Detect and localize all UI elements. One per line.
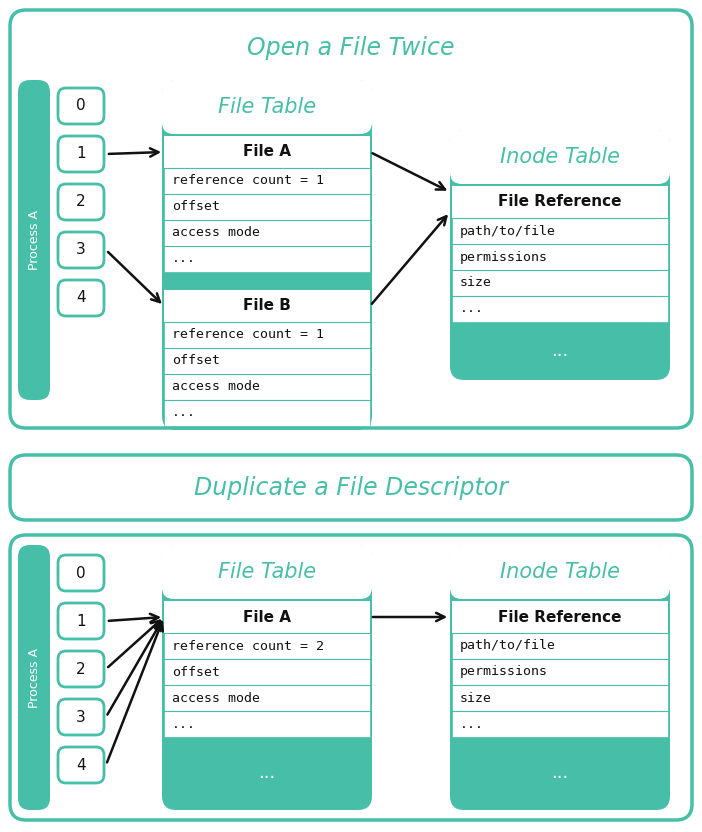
FancyBboxPatch shape — [164, 400, 370, 426]
Text: 4: 4 — [77, 290, 86, 305]
FancyBboxPatch shape — [10, 535, 692, 820]
FancyBboxPatch shape — [452, 685, 668, 711]
Text: ...: ... — [551, 765, 569, 783]
FancyBboxPatch shape — [18, 80, 50, 400]
FancyBboxPatch shape — [164, 633, 370, 659]
FancyBboxPatch shape — [450, 545, 670, 810]
FancyBboxPatch shape — [162, 545, 372, 810]
Text: ...: ... — [460, 717, 484, 730]
Text: File B: File B — [243, 299, 291, 314]
FancyBboxPatch shape — [58, 232, 104, 268]
Text: size: size — [460, 691, 492, 705]
FancyBboxPatch shape — [450, 545, 670, 599]
Text: permissions: permissions — [460, 250, 548, 264]
FancyBboxPatch shape — [164, 322, 370, 348]
Text: ...: ... — [551, 342, 569, 360]
FancyBboxPatch shape — [164, 685, 370, 711]
Text: ...: ... — [172, 252, 196, 265]
FancyBboxPatch shape — [164, 168, 370, 194]
Text: access mode: access mode — [172, 226, 260, 240]
Text: Duplicate a File Descriptor: Duplicate a File Descriptor — [194, 476, 508, 499]
FancyBboxPatch shape — [10, 10, 692, 428]
FancyBboxPatch shape — [452, 186, 668, 218]
Text: 0: 0 — [77, 98, 86, 113]
FancyBboxPatch shape — [452, 659, 668, 685]
Text: 2: 2 — [77, 195, 86, 210]
FancyBboxPatch shape — [452, 711, 668, 737]
Text: 1: 1 — [77, 613, 86, 628]
FancyBboxPatch shape — [58, 280, 104, 316]
FancyBboxPatch shape — [164, 374, 370, 400]
Text: ...: ... — [460, 303, 484, 315]
Text: Process A: Process A — [27, 210, 41, 270]
FancyBboxPatch shape — [164, 246, 370, 272]
FancyBboxPatch shape — [452, 601, 668, 633]
FancyBboxPatch shape — [162, 545, 372, 599]
FancyBboxPatch shape — [164, 136, 370, 168]
Text: access mode: access mode — [172, 691, 260, 705]
FancyBboxPatch shape — [162, 80, 372, 430]
FancyBboxPatch shape — [450, 130, 670, 380]
Text: 1: 1 — [77, 146, 86, 161]
Text: permissions: permissions — [460, 666, 548, 679]
Text: reference count = 2: reference count = 2 — [172, 640, 324, 652]
FancyBboxPatch shape — [58, 699, 104, 735]
FancyBboxPatch shape — [58, 555, 104, 591]
Text: ...: ... — [258, 765, 276, 783]
Text: access mode: access mode — [172, 380, 260, 394]
Text: size: size — [460, 276, 492, 290]
Text: path/to/file: path/to/file — [460, 225, 556, 237]
FancyBboxPatch shape — [164, 220, 370, 246]
Text: 3: 3 — [76, 710, 86, 725]
Text: 4: 4 — [77, 757, 86, 772]
FancyBboxPatch shape — [452, 244, 668, 270]
FancyBboxPatch shape — [164, 711, 370, 737]
FancyBboxPatch shape — [452, 270, 668, 296]
FancyBboxPatch shape — [452, 296, 668, 322]
Text: Open a File Twice: Open a File Twice — [247, 36, 455, 60]
Text: Inode Table: Inode Table — [500, 147, 620, 167]
Text: File Reference: File Reference — [498, 610, 622, 625]
Text: 2: 2 — [77, 661, 86, 676]
Text: path/to/file: path/to/file — [460, 640, 556, 652]
Text: 3: 3 — [76, 242, 86, 257]
FancyBboxPatch shape — [58, 136, 104, 172]
Text: File Table: File Table — [218, 97, 316, 117]
Text: File Table: File Table — [218, 562, 316, 582]
FancyBboxPatch shape — [58, 603, 104, 639]
FancyBboxPatch shape — [164, 659, 370, 685]
Text: reference count = 1: reference count = 1 — [172, 175, 324, 187]
Text: ...: ... — [172, 407, 196, 419]
FancyBboxPatch shape — [162, 80, 372, 134]
FancyBboxPatch shape — [452, 218, 668, 244]
FancyBboxPatch shape — [58, 184, 104, 220]
Text: ...: ... — [258, 419, 276, 437]
Text: Process A: Process A — [27, 647, 41, 707]
Text: File A: File A — [243, 145, 291, 160]
Text: File A: File A — [243, 610, 291, 625]
FancyBboxPatch shape — [452, 633, 668, 659]
FancyBboxPatch shape — [164, 194, 370, 220]
Text: File Reference: File Reference — [498, 195, 622, 210]
FancyBboxPatch shape — [58, 747, 104, 783]
Text: reference count = 1: reference count = 1 — [172, 329, 324, 341]
FancyBboxPatch shape — [164, 290, 370, 322]
FancyBboxPatch shape — [164, 348, 370, 374]
FancyBboxPatch shape — [164, 601, 370, 633]
Text: offset: offset — [172, 201, 220, 214]
Text: offset: offset — [172, 354, 220, 368]
FancyBboxPatch shape — [10, 455, 692, 520]
FancyBboxPatch shape — [58, 88, 104, 124]
FancyBboxPatch shape — [58, 651, 104, 687]
Text: offset: offset — [172, 666, 220, 679]
Text: ...: ... — [172, 717, 196, 730]
FancyBboxPatch shape — [450, 130, 670, 184]
FancyBboxPatch shape — [18, 545, 50, 810]
Text: 0: 0 — [77, 566, 86, 581]
Text: Inode Table: Inode Table — [500, 562, 620, 582]
